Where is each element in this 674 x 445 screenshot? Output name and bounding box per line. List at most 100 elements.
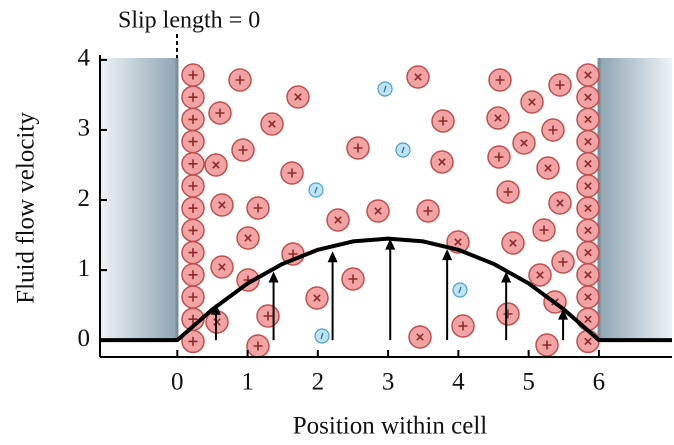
ion-sign [544,164,552,172]
ion-sign [188,336,198,346]
decoration [100,34,672,358]
ion-sign [188,114,198,124]
ion-sign [556,199,564,207]
ion-sign [584,93,592,101]
ion-sign [235,75,245,85]
arrow-head [210,303,221,315]
ion-sign [313,294,321,302]
ion-sign [584,182,592,190]
ion-sign [494,114,502,122]
y-tick-label: 3 [78,115,91,142]
ion-sign [188,203,198,213]
arrow-head [558,308,569,320]
ion-sign [218,201,226,209]
ion-sign [320,332,324,340]
ion-sign [584,226,592,235]
ion-sign [520,139,528,147]
ion-sign [288,249,298,259]
x-tick-label: 3 [382,369,395,396]
arrow-head [385,238,396,250]
ion-sign [383,85,387,93]
ion-sign [188,225,198,235]
x-tick-label: 6 [593,369,606,396]
ion-sign [374,207,382,215]
ion-sign [287,168,297,178]
ion-sign [188,92,198,102]
ion-sign [458,286,462,294]
ion-sign [188,181,198,191]
ion-sign [548,125,558,135]
ion-sign [584,204,592,212]
ion-sign [253,341,263,351]
ion-sign [558,257,568,267]
y-tick-label: 0 [78,325,91,352]
ion-sign [503,309,513,319]
y-axis-label: Fluid flow velocity [13,112,40,304]
ion-sign [188,270,198,280]
x-axis-label: Position within cell [293,413,488,440]
velocity-profile [100,236,672,343]
ion-sign [263,311,273,321]
ion-sign [584,315,592,323]
ion-sign [188,314,198,324]
ion-sign [509,239,517,247]
ion-sign [253,203,263,213]
wall [100,58,177,340]
ion-sign [584,71,592,79]
chart-title: Slip length = 0 [118,8,260,34]
arrow-head [327,251,338,263]
ion-sign [584,271,592,279]
ion-sign [454,238,462,246]
ion-sign [536,271,544,279]
ion-sign [188,159,198,169]
ion-sign [416,333,424,341]
ion-sign [584,160,592,168]
ion-sign [213,318,221,326]
ion-sign [528,98,536,106]
arrow-head [442,249,453,261]
ion-sign [188,137,198,147]
ion-sign [244,234,252,242]
ion-sign [348,274,358,284]
ion-sign [458,321,468,331]
ion-sign [542,340,552,350]
ion-sign [401,146,405,154]
ion-sign [555,80,565,90]
y-tick-label: 4 [78,45,91,72]
ion-sign [334,216,342,224]
ion-sign [494,152,504,162]
y-tick-label: 1 [78,255,91,282]
ion-sign [218,263,226,271]
x-tick-label: 4 [452,369,465,396]
ion-sign [188,70,198,80]
wall [599,58,672,340]
ion-sign [423,206,433,216]
ion-sign [584,248,592,257]
ion-sign [584,293,592,301]
y-tick-label: 2 [78,185,91,212]
x-tick-label: 0 [171,369,184,396]
ion-sign [584,115,592,124]
ion-sign [215,108,225,118]
ion-sign [268,120,276,128]
x-tick-label: 5 [522,369,535,396]
ion-sign [503,187,513,197]
ion-sign [314,186,318,194]
ion-sign [495,75,505,85]
ion-sign [353,143,363,153]
ion-sign [438,116,448,126]
arrow-head [268,271,279,283]
ion-sign [188,248,198,258]
ion-sign [584,137,592,146]
ion-sign [188,292,198,302]
ion-sign [539,225,549,235]
ion-sign [294,93,302,101]
x-tick-label: 1 [241,369,254,396]
arrow-head [501,271,512,283]
ion-sign [584,337,592,346]
ion-sign [414,73,422,81]
ion-sign [438,158,446,166]
ion-sign [238,145,248,155]
